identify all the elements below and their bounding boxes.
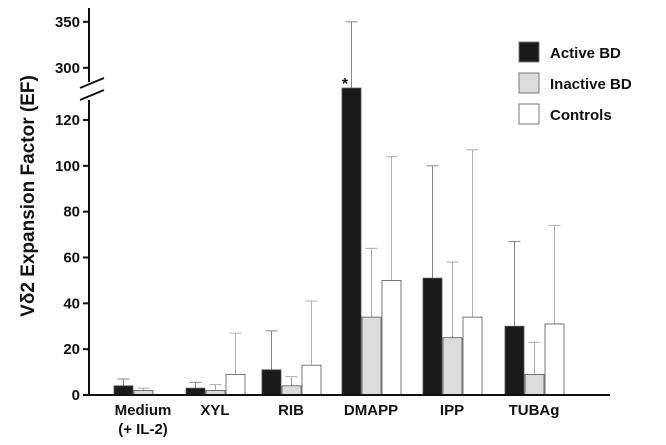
legend-swatch	[518, 103, 540, 125]
y-tick-label: 60	[63, 250, 80, 267]
bar-0-3	[341, 87, 362, 396]
y-tick-label: 80	[63, 204, 80, 221]
bar-2-1	[225, 373, 246, 396]
bar-0-0	[113, 385, 134, 396]
y-tick-label: 20	[63, 341, 80, 358]
bar-0-2	[261, 369, 282, 396]
annotation-0: *	[342, 76, 349, 93]
error-bars	[117, 21, 561, 391]
y-tick-label: 0	[72, 387, 80, 404]
tick-labels: * 0 20 40 60 80 100 120 300 350 Medium (+ IL-2) XYL R…	[55, 14, 559, 438]
bar-2-4	[462, 316, 483, 396]
bar-1-5	[524, 373, 545, 396]
y-tick-label: 40	[63, 295, 80, 312]
axis-break-mark	[79, 77, 105, 89]
x-tick-label: RIB	[278, 402, 304, 419]
bar-0-4	[422, 277, 443, 396]
bar-0-5	[504, 325, 525, 396]
bar-2-5	[544, 323, 565, 396]
y-tick-label: 300	[55, 60, 80, 77]
x-tick-label: XYL	[200, 402, 229, 419]
bar-1-4	[442, 337, 463, 396]
bar-1-2	[281, 385, 302, 396]
axes	[79, 8, 610, 396]
legend: Active BD Inactive BD Controls	[518, 41, 632, 125]
bar-1-3	[361, 316, 382, 396]
legend-label: Inactive BD	[550, 76, 632, 93]
x-tick-label: TUBAg	[509, 402, 560, 419]
y-tick-label: 100	[55, 158, 80, 175]
x-tick-label: DMAPP	[344, 402, 398, 419]
y-tick-label: 120	[55, 112, 80, 129]
x-tick-label: IPP	[440, 402, 464, 419]
legend-swatch	[518, 72, 540, 94]
bars	[113, 87, 565, 396]
legend-label: Controls	[550, 107, 612, 124]
legend-swatch	[518, 41, 540, 63]
y-axis-label: Vδ2 Expansion Factor (EF)	[18, 75, 39, 317]
bar-2-2	[301, 364, 322, 396]
x-tick-label: Medium (+ IL-2)	[115, 402, 172, 438]
axis-break-mark	[79, 89, 105, 101]
bar-0-1	[185, 387, 206, 396]
y-tick-label: 350	[55, 14, 80, 31]
legend-label: Active BD	[550, 45, 621, 62]
bar-2-3	[381, 280, 402, 396]
